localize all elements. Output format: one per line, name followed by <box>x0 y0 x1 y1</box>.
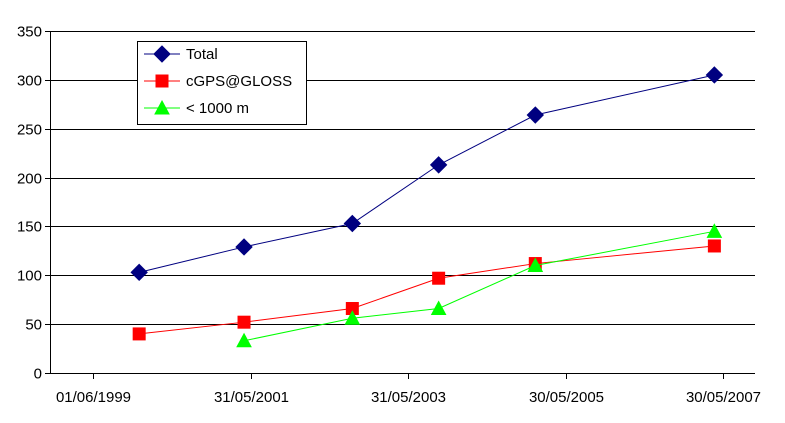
data-point <box>235 238 253 256</box>
data-point <box>707 239 721 253</box>
y-tick-label: 0 <box>34 366 42 383</box>
y-tick-label: 200 <box>17 171 42 188</box>
series-line <box>139 245 715 335</box>
x-tick-label: 30/05/2005 <box>529 389 604 406</box>
data-point <box>236 332 252 348</box>
legend-label: cGPS@GLOSS <box>186 73 292 90</box>
data-point <box>526 106 545 124</box>
series-group <box>130 66 724 348</box>
legend-marker <box>154 99 170 115</box>
x-tick-label: 01/06/1999 <box>56 389 131 406</box>
y-tick-label: 350 <box>17 24 42 41</box>
series-diamond <box>130 66 724 282</box>
data-point <box>343 214 362 233</box>
series-triangle <box>236 223 723 348</box>
legend-entry: cGPS@GLOSS <box>144 73 292 90</box>
data-point <box>237 315 251 329</box>
y-tick-label: 250 <box>17 122 42 139</box>
data-point <box>706 223 723 238</box>
legend-label: Total <box>186 46 218 63</box>
y-tick-label: 150 <box>17 219 42 236</box>
data-point <box>130 263 148 282</box>
data-point <box>344 310 361 325</box>
legend-entry: < 1000 m <box>144 99 249 117</box>
data-point <box>429 156 448 174</box>
axes <box>45 31 755 379</box>
legend-entry: Total <box>144 45 218 63</box>
data-point <box>132 327 146 341</box>
data-point <box>705 66 724 84</box>
x-tick-label: 30/05/2007 <box>686 389 761 406</box>
data-point <box>430 300 447 316</box>
y-tick-label: 100 <box>17 268 42 285</box>
legend-marker <box>155 74 169 88</box>
data-point <box>527 257 544 273</box>
y-tick-label: 300 <box>17 73 42 90</box>
x-tick-label: 31/05/2003 <box>371 389 446 406</box>
series-line <box>139 74 715 273</box>
y-tick-label: 50 <box>25 317 42 334</box>
legend-marker <box>153 45 171 63</box>
legend-label: < 1000 m <box>186 100 249 117</box>
x-tick-label: 31/05/2001 <box>214 389 289 406</box>
data-point <box>432 271 446 285</box>
tick-labels: 0 50 100 150 200 250 300 350 01/06/1999 31/05/200… <box>17 24 761 407</box>
legend: Total cGPS@GLOSS < 1000 m <box>137 41 307 125</box>
